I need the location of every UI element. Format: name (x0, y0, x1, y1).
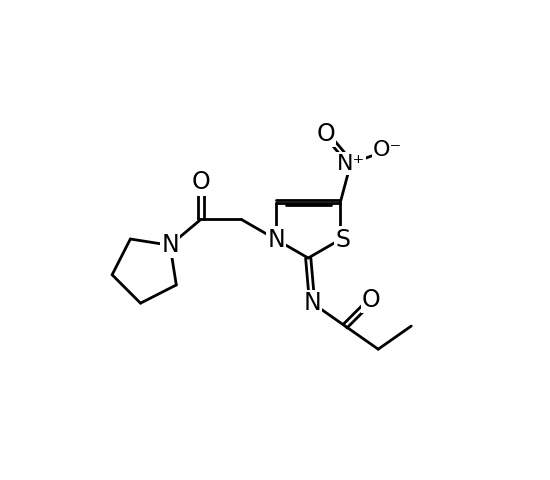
Text: N⁺: N⁺ (337, 154, 365, 174)
Text: O: O (362, 288, 381, 312)
Text: O⁻: O⁻ (373, 140, 402, 160)
Text: N: N (303, 291, 321, 315)
Text: O: O (191, 170, 210, 194)
Text: S: S (335, 228, 350, 252)
Text: N: N (161, 233, 179, 257)
Text: O: O (316, 122, 335, 146)
Text: N: N (267, 228, 285, 252)
